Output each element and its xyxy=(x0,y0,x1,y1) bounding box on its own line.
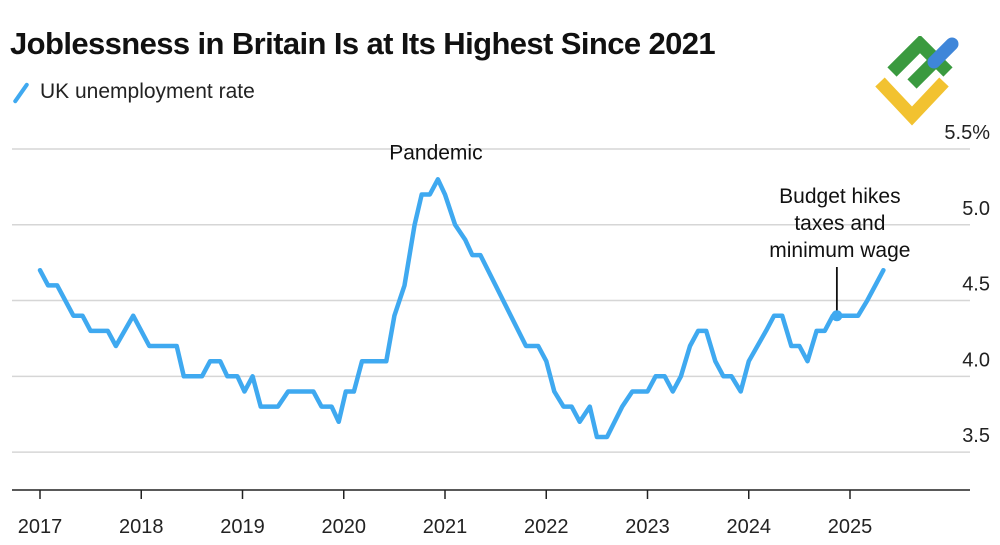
annotation-pandemic: Pandemic xyxy=(389,141,482,164)
x-tick-label: 2017 xyxy=(18,516,63,538)
series-line-unemployment xyxy=(37,177,886,440)
y-tick-label: 3.5 xyxy=(962,425,990,447)
y-tick-label: 5.5% xyxy=(944,122,990,144)
y-tick-label: 5.0 xyxy=(962,198,990,220)
x-tick-label: 2025 xyxy=(828,516,873,538)
annotation-budget-marker xyxy=(831,310,843,322)
y-tick-label: 4.5 xyxy=(962,274,990,296)
x-tick-label: 2022 xyxy=(524,516,569,538)
y-tick-label: 4.0 xyxy=(962,349,990,371)
brand-logo-icon xyxy=(875,36,959,126)
x-tick-label: 2020 xyxy=(322,516,367,538)
x-tick-label: 2023 xyxy=(625,516,670,538)
x-tick-label: 2018 xyxy=(119,516,164,538)
annotation-budget-line: taxes and xyxy=(794,212,885,235)
x-tick-label: 2019 xyxy=(220,516,265,538)
x-tick-label: 2024 xyxy=(727,516,772,538)
legend-label: UK unemployment rate xyxy=(40,80,255,103)
x-tick-label: 2021 xyxy=(423,516,468,538)
annotation-budget-line: Budget hikes xyxy=(779,185,900,208)
annotation-budget-line: minimum wage xyxy=(769,239,910,262)
legend: UK unemployment rate xyxy=(12,80,255,104)
chart-title: Joblessness in Britain Is at Its Highest… xyxy=(10,26,716,61)
